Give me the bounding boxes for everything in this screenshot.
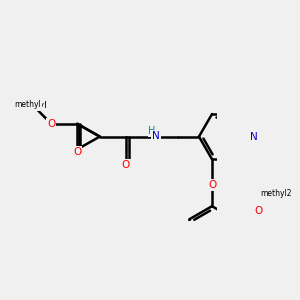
Text: methyl: methyl (15, 101, 46, 110)
Text: H: H (148, 126, 156, 136)
Text: O: O (122, 160, 130, 170)
Text: O: O (254, 206, 262, 216)
Text: O: O (73, 147, 81, 157)
Text: methyl2: methyl2 (261, 189, 292, 198)
Text: N: N (152, 130, 160, 140)
Text: N: N (250, 132, 258, 142)
Text: O: O (208, 180, 216, 190)
Text: O: O (47, 118, 55, 129)
Text: methyl: methyl (15, 100, 41, 109)
